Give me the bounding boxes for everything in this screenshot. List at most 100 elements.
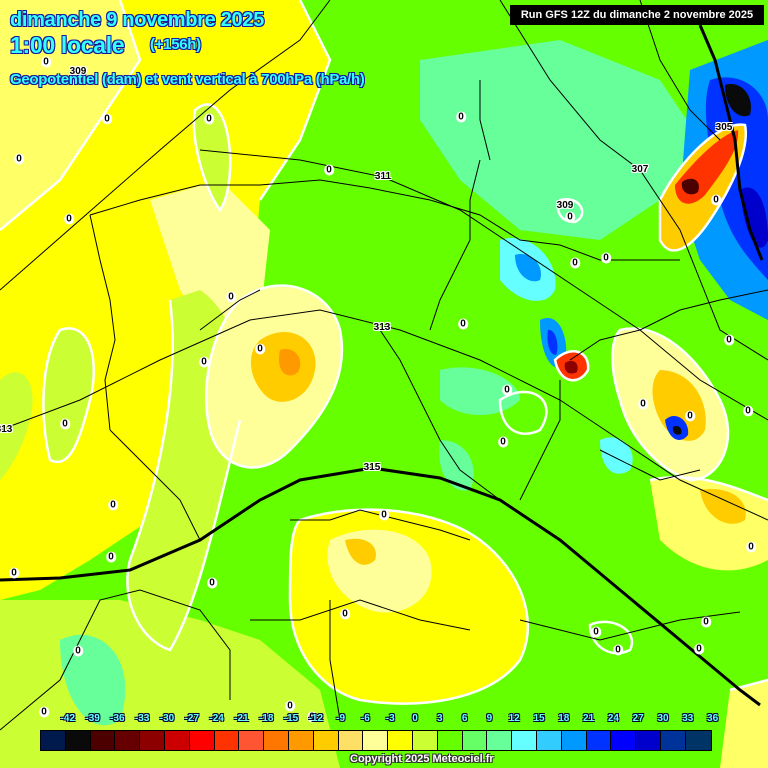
colorbar-swatch <box>65 731 91 750</box>
geopotential-label: 311 <box>374 171 392 182</box>
colorbar-swatch <box>239 731 265 750</box>
colorbar-tick-label: 33 <box>682 713 694 724</box>
colorbar-tick-label: 0 <box>412 713 418 724</box>
zero-contour-label: 0 <box>458 318 468 330</box>
zero-contour-label: 0 <box>64 213 74 225</box>
colorbar-tick-label: 6 <box>461 713 468 724</box>
colorbar-swatch <box>660 731 686 750</box>
copyright: Copyright 2025 Meteociel.fr <box>350 753 494 765</box>
colorbar-tick-label: 21 <box>583 713 595 724</box>
geopotential-label: 313 <box>373 322 391 333</box>
colorbar-tick-label: -24 <box>209 713 224 724</box>
model-run-label: Run GFS 12Z du dimanche 2 novembre 2025 <box>510 5 764 25</box>
colorbar-tick-label: -9 <box>336 713 346 724</box>
zero-contour-label: 0 <box>39 706 49 718</box>
colorbar-tick-label: 15 <box>533 713 545 724</box>
zero-contour-label: 0 <box>199 356 209 368</box>
colorbar-tick-label: -42 <box>60 713 76 724</box>
colorbar-tick-label: -15 <box>283 713 299 724</box>
zero-contour-label: 0 <box>694 643 704 655</box>
lead-time: (+156h) <box>150 36 201 53</box>
zero-contour-label: 0 <box>724 334 734 346</box>
colorbar-tick-label: -36 <box>110 713 125 724</box>
zero-contour-label: 0 <box>498 436 508 448</box>
zero-contour-label: 0 <box>324 164 334 176</box>
zero-contour-label: 0 <box>701 616 711 628</box>
colorbar-tick-label: 24 <box>607 713 619 724</box>
zero-contour-label: 0 <box>60 418 70 430</box>
colorbar-swatch <box>561 731 587 750</box>
colorbar-swatch <box>41 731 66 750</box>
colorbar-swatch <box>313 731 339 750</box>
geopotential-label: 313 <box>0 424 13 435</box>
colorbar-tick-label: 36 <box>707 713 719 724</box>
zero-contour-label: 0 <box>456 111 466 123</box>
zero-contour-label: 0 <box>591 626 601 638</box>
zero-contour-label: 0 <box>106 551 116 563</box>
colorbar-swatch <box>462 731 488 750</box>
zero-contour-label: 0 <box>685 410 695 422</box>
zero-contour-label: 0 <box>285 700 295 712</box>
geopotential-label: 315 <box>363 462 381 473</box>
zero-contour-label: 0 <box>340 608 350 620</box>
colorbar-tick-label: -12 <box>308 713 324 724</box>
zero-contour-label: 0 <box>743 405 753 417</box>
colorbar-tick-label: 9 <box>486 713 493 724</box>
geopotential-label: 309 <box>556 200 574 211</box>
colorbar-swatch <box>264 731 289 750</box>
colorbar-swatch <box>189 731 215 750</box>
colorbar-swatch <box>512 731 537 750</box>
zero-contour-label: 0 <box>307 711 317 723</box>
colorbar-swatch <box>685 731 711 750</box>
colorbar-tick-label: -18 <box>258 713 274 724</box>
colorbar-swatch <box>90 731 116 750</box>
colorbar-labels: -42 -39 -36 -33 -30 -27 -24 -21 -18 -15 -12 -9 -6 -3 0… <box>40 713 740 727</box>
forecast-time: 1:00 locale <box>10 32 125 58</box>
colorbar-swatch <box>636 731 661 750</box>
colorbar-swatch <box>536 731 562 750</box>
zero-contour-label: 0 <box>73 645 83 657</box>
zero-contour-label: 0 <box>570 257 580 269</box>
colorbar-tick-label: -3 <box>385 713 395 724</box>
zero-contour-label: 0 <box>14 153 24 165</box>
colorbar-swatch <box>164 731 190 750</box>
colorbar-swatch <box>611 731 637 750</box>
colorbar-swatch <box>363 731 389 750</box>
colorbar-swatch <box>115 731 141 750</box>
colorbar-tick-label: -39 <box>85 713 100 724</box>
zero-contour-label: 0 <box>502 384 512 396</box>
zero-contour-label: 0 <box>207 577 217 589</box>
colorbar-tick-label: -27 <box>184 713 200 724</box>
colorbar-swatch <box>338 731 364 750</box>
zero-contour-label: 0 <box>108 499 118 511</box>
colorbar-swatch <box>412 731 438 750</box>
zero-contour-label: 0 <box>102 113 112 125</box>
colorbar-swatch <box>388 731 413 750</box>
colorbar-tick-label: -6 <box>360 713 370 724</box>
zero-contour-label: 0 <box>638 398 648 410</box>
zero-contour-label: 0 <box>255 343 265 355</box>
colorbar-swatch <box>487 731 513 750</box>
colorbar-tick-label: 3 <box>437 713 443 724</box>
geopotential-label: 307 <box>631 164 649 175</box>
zero-contour-label: 0 <box>711 194 721 206</box>
colorbar-swatch <box>586 731 612 750</box>
zero-contour-label: 0 <box>226 291 236 303</box>
colorbar-swatch <box>437 731 463 750</box>
colorbar-tick-label: -21 <box>234 713 249 724</box>
zero-contour-label: 0 <box>41 56 51 68</box>
colorbar <box>40 730 712 751</box>
zero-contour-label: 0 <box>204 113 214 125</box>
zero-contour-label: 0 <box>746 541 756 553</box>
colorbar-tick-label: -33 <box>134 713 150 724</box>
zero-contour-label: 0 <box>601 252 611 264</box>
colorbar-swatch <box>214 731 240 750</box>
geopotential-label: 309 <box>69 66 87 77</box>
colorbar-tick-label: 12 <box>508 713 520 724</box>
zero-contour-label: 0 <box>379 509 389 521</box>
colorbar-tick-label: -30 <box>159 713 175 724</box>
colorbar-tick-label: 27 <box>632 713 644 724</box>
colorbar-tick-label: 18 <box>558 713 570 724</box>
parameter-description: Geopotentiel (dam) et vent vertical à 70… <box>10 71 365 88</box>
